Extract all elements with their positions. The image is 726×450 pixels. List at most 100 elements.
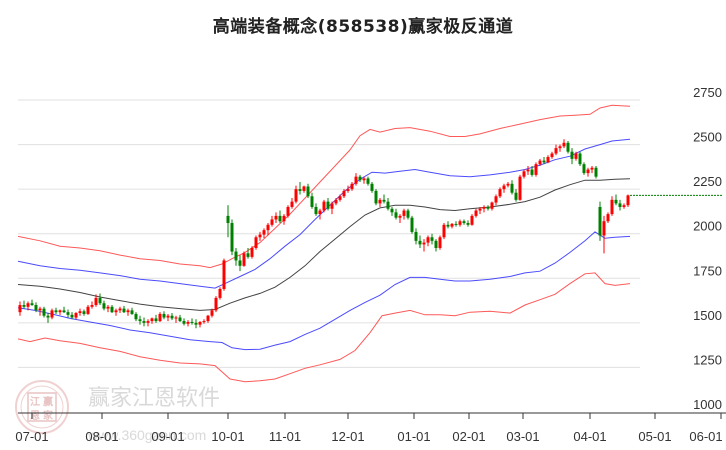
candle-body	[554, 148, 558, 154]
candle-body	[538, 160, 542, 165]
candle-body	[422, 242, 426, 245]
candle-body	[518, 176, 522, 200]
watermark-url: www.360gann.com	[87, 427, 206, 443]
candle-body	[346, 189, 350, 191]
candle-body	[466, 223, 470, 225]
y-tick-label: 1000	[693, 397, 722, 412]
candle-body	[66, 312, 70, 315]
candle-body	[130, 310, 134, 314]
candle-body	[402, 210, 406, 216]
candle-body	[390, 208, 394, 213]
candle-body	[446, 224, 450, 227]
candle-body	[202, 321, 206, 323]
candle-body	[290, 201, 294, 207]
candle-body	[322, 201, 326, 211]
candle-body	[110, 306, 114, 313]
candle-body	[370, 183, 374, 191]
candle-body	[50, 310, 54, 318]
candle-body	[206, 315, 210, 322]
x-tick-label: 05-01	[638, 429, 671, 444]
candle-body	[470, 215, 474, 225]
y-tick-label: 1500	[693, 308, 722, 323]
candle-body	[626, 195, 630, 206]
svg-text:恩: 恩	[30, 410, 40, 422]
candle-body	[250, 247, 254, 257]
candle-body	[18, 305, 22, 313]
candle-body	[418, 240, 422, 245]
candle-body	[622, 205, 626, 207]
y-tick-label: 2250	[693, 174, 722, 189]
x-tick-label: 07-01	[15, 429, 48, 444]
candle-body	[614, 199, 618, 204]
candle-body	[354, 176, 358, 184]
candle-body	[382, 199, 386, 202]
candle-body	[386, 201, 390, 209]
candle-body	[162, 313, 166, 318]
candle-body	[546, 157, 550, 163]
candle-body	[22, 305, 26, 307]
candle-body	[486, 206, 490, 209]
x-tick-label: 10-01	[211, 429, 244, 444]
candle-body	[270, 219, 274, 225]
x-tick-label: 02-01	[452, 429, 485, 444]
candle-body	[222, 260, 226, 289]
candle-body	[134, 313, 138, 320]
candle-body	[530, 169, 534, 175]
candle-body	[350, 183, 354, 190]
candle-body	[190, 321, 194, 323]
candle-body	[618, 203, 622, 207]
candle-body	[170, 315, 174, 319]
candle-body	[378, 199, 382, 204]
candlesticks	[18, 139, 630, 329]
candle-body	[502, 185, 506, 190]
candle-body	[242, 253, 246, 266]
candle-body	[122, 308, 126, 313]
candle-body	[114, 310, 118, 313]
candle-body	[258, 234, 262, 238]
line-lower_inner	[17, 231, 631, 351]
candle-body	[198, 321, 202, 325]
candle-body	[450, 223, 454, 227]
candle-body	[582, 164, 586, 174]
candle-body	[610, 199, 614, 215]
candle-body	[238, 260, 242, 266]
candle-body	[26, 303, 30, 307]
candle-body	[394, 212, 398, 218]
candle-body	[46, 315, 50, 318]
candle-body	[38, 308, 42, 311]
candle-body	[414, 231, 418, 241]
candle-body	[266, 224, 270, 231]
candle-body	[174, 317, 178, 319]
candle-body	[398, 215, 402, 218]
candle-body	[82, 311, 86, 314]
candle-body	[298, 189, 302, 191]
svg-text:江: 江	[30, 395, 40, 408]
y-tick-label: 1250	[693, 352, 722, 367]
candle-body	[602, 221, 606, 236]
candle-body	[562, 142, 566, 147]
candle-body	[406, 210, 410, 218]
channel-lines	[17, 104, 631, 383]
candle-body	[410, 217, 414, 232]
candle-body	[550, 153, 554, 158]
candle-body	[338, 196, 342, 200]
line-upper_outer	[17, 104, 631, 269]
x-tick-label: 06-01	[689, 429, 722, 444]
candle-body	[246, 253, 250, 257]
watermark: 江 赢 恩 家 赢家江恩软件 www.360gann.com	[15, 380, 220, 443]
candle-body	[434, 240, 438, 248]
candle-body	[62, 310, 66, 313]
candle-body	[330, 203, 334, 209]
candle-body	[594, 167, 598, 177]
y-tick-label: 2000	[693, 219, 722, 234]
candle-body	[210, 310, 214, 316]
candle-body	[482, 206, 486, 209]
candle-body	[542, 160, 546, 163]
candle-body	[262, 230, 266, 235]
y-tick-label: 2750	[693, 85, 722, 100]
candle-body	[102, 303, 106, 309]
candle-body	[326, 201, 330, 209]
candle-body	[526, 169, 530, 172]
candle-body	[590, 167, 594, 170]
watermark-seal: 江 赢 恩 家	[15, 380, 69, 434]
